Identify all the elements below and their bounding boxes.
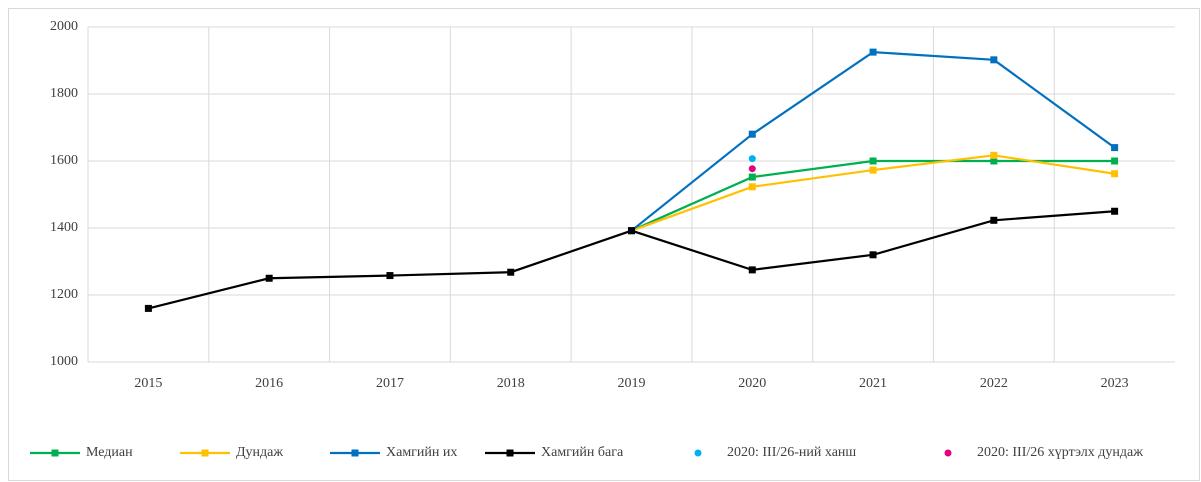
y-tick-label: 1000 [50,354,78,369]
legend-marker [506,449,514,457]
point-marker [869,157,877,165]
point-marker [869,48,877,56]
x-tick-label: 2019 [618,376,646,391]
point-marker [748,266,756,274]
point-marker [386,272,394,280]
legend-marker [351,449,359,457]
legend-label: Хамгийн их [386,445,457,460]
point-marker [144,304,152,312]
point-marker [1111,144,1119,152]
x-tick-label: 2018 [497,376,525,391]
x-tick-label: 2022 [980,376,1008,391]
point-marker [1111,170,1119,178]
point-marker [990,157,998,165]
y-tick-label: 1400 [50,220,78,235]
point-marker [990,216,998,224]
point-marker [869,251,877,259]
point-marker [748,173,756,181]
point-marker [748,183,756,191]
point-marker [990,56,998,64]
point-marker [748,165,756,173]
chart-frame [8,8,1200,481]
legend-marker [201,449,209,457]
y-tick-label: 1800 [50,86,78,101]
legend-label: Дундаж [236,445,283,460]
x-tick-label: 2017 [376,376,404,391]
legend-marker [51,449,59,457]
point-marker [748,130,756,138]
legend-label: Хамгийн бага [541,445,624,460]
legend-label: 2020: III/26-ний ханш [727,445,856,460]
point-marker [628,227,635,235]
y-tick-label: 1600 [50,153,78,168]
y-tick-label: 1200 [50,287,78,302]
point-marker [1111,207,1119,215]
point-marker [265,274,273,282]
point-marker [869,166,877,174]
legend-marker [694,449,702,457]
legend-label: Медиан [86,445,133,460]
legend-marker [944,449,952,457]
x-tick-label: 2015 [134,376,162,391]
x-tick-label: 2023 [1101,376,1129,391]
point-marker [990,151,998,159]
point-marker [507,268,515,276]
y-tick-label: 2000 [50,19,78,34]
point-marker [748,155,756,163]
legend-label: 2020: III/26 хүртэлх дундаж [977,445,1143,460]
x-tick-label: 2021 [859,376,887,391]
x-tick-label: 2016 [255,376,283,391]
point-marker [1111,157,1119,165]
x-tick-label: 2020 [738,376,766,391]
